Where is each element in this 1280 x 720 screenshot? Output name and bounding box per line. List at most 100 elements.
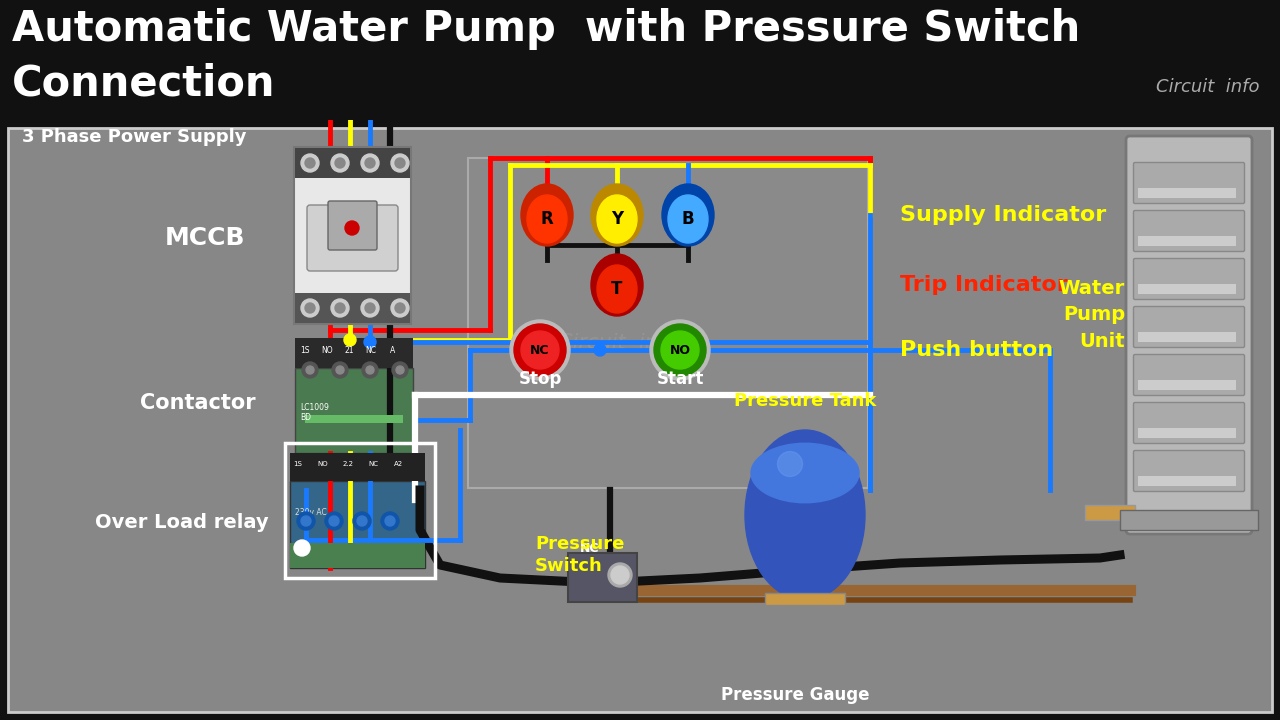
Text: Push button: Push button: [900, 340, 1053, 360]
FancyBboxPatch shape: [468, 158, 868, 488]
Text: Over Load relay: Over Load relay: [95, 513, 269, 533]
Circle shape: [301, 154, 319, 172]
Circle shape: [294, 540, 310, 556]
Text: Stop: Stop: [518, 370, 562, 388]
Circle shape: [396, 303, 404, 313]
FancyBboxPatch shape: [1085, 505, 1135, 520]
FancyBboxPatch shape: [305, 415, 403, 423]
Circle shape: [302, 362, 317, 378]
FancyBboxPatch shape: [291, 543, 425, 568]
Ellipse shape: [751, 444, 859, 503]
FancyBboxPatch shape: [1134, 402, 1244, 444]
Circle shape: [361, 299, 379, 317]
FancyBboxPatch shape: [1134, 307, 1244, 348]
Ellipse shape: [662, 184, 714, 246]
Circle shape: [332, 154, 349, 172]
Circle shape: [364, 336, 376, 348]
Circle shape: [301, 299, 319, 317]
FancyBboxPatch shape: [294, 368, 413, 453]
FancyBboxPatch shape: [307, 205, 398, 271]
Text: T: T: [612, 280, 622, 298]
Circle shape: [335, 158, 346, 168]
Text: Y: Y: [611, 210, 623, 228]
Circle shape: [329, 516, 339, 526]
FancyBboxPatch shape: [765, 593, 845, 605]
FancyBboxPatch shape: [291, 453, 425, 481]
Circle shape: [306, 366, 314, 374]
FancyBboxPatch shape: [1138, 428, 1236, 438]
FancyBboxPatch shape: [1138, 236, 1236, 246]
Circle shape: [660, 331, 699, 369]
Ellipse shape: [596, 265, 637, 313]
Circle shape: [335, 303, 346, 313]
Ellipse shape: [527, 195, 567, 243]
FancyBboxPatch shape: [568, 553, 637, 602]
Circle shape: [362, 362, 378, 378]
FancyBboxPatch shape: [1134, 451, 1244, 492]
FancyBboxPatch shape: [1126, 136, 1252, 534]
Ellipse shape: [591, 184, 643, 246]
Circle shape: [335, 366, 344, 374]
Circle shape: [305, 303, 315, 313]
FancyBboxPatch shape: [1138, 332, 1236, 342]
Text: MCCB: MCCB: [165, 226, 246, 250]
Text: 3 Phase Power Supply: 3 Phase Power Supply: [22, 128, 247, 146]
Circle shape: [381, 512, 399, 530]
FancyBboxPatch shape: [294, 338, 413, 368]
Text: 1S: 1S: [293, 461, 302, 467]
Circle shape: [365, 158, 375, 168]
Circle shape: [396, 366, 404, 374]
Circle shape: [390, 154, 410, 172]
FancyBboxPatch shape: [294, 293, 410, 323]
Text: Automatic Water Pump  with Pressure Switch: Automatic Water Pump with Pressure Switc…: [12, 8, 1080, 50]
Ellipse shape: [521, 184, 573, 246]
Circle shape: [332, 362, 348, 378]
Text: 21: 21: [344, 346, 353, 355]
Circle shape: [594, 344, 605, 356]
Circle shape: [361, 154, 379, 172]
FancyBboxPatch shape: [1138, 476, 1236, 486]
Ellipse shape: [668, 195, 708, 243]
Text: NC: NC: [369, 461, 378, 467]
FancyBboxPatch shape: [1138, 284, 1236, 294]
Text: NC: NC: [366, 346, 376, 355]
Circle shape: [392, 362, 408, 378]
Text: Pressure
Switch: Pressure Switch: [535, 535, 625, 575]
Circle shape: [366, 366, 374, 374]
Ellipse shape: [777, 451, 803, 477]
Circle shape: [332, 299, 349, 317]
Circle shape: [365, 303, 375, 313]
Text: NO: NO: [317, 461, 328, 467]
Ellipse shape: [745, 430, 865, 600]
Circle shape: [611, 566, 628, 584]
Circle shape: [353, 512, 371, 530]
FancyBboxPatch shape: [1134, 163, 1244, 204]
Text: NO: NO: [669, 343, 690, 356]
Text: NO: NO: [321, 346, 333, 355]
Text: Circuit  info: Circuit info: [1157, 78, 1260, 96]
Text: NC: NC: [580, 542, 599, 555]
FancyBboxPatch shape: [1134, 258, 1244, 300]
FancyBboxPatch shape: [1138, 380, 1236, 390]
FancyBboxPatch shape: [0, 0, 1280, 120]
FancyBboxPatch shape: [1134, 354, 1244, 395]
Circle shape: [396, 158, 404, 168]
Circle shape: [305, 158, 315, 168]
Circle shape: [297, 512, 315, 530]
Circle shape: [301, 516, 311, 526]
Circle shape: [650, 320, 710, 380]
Circle shape: [608, 563, 632, 587]
Text: Pressure Gauge: Pressure Gauge: [721, 686, 869, 704]
Circle shape: [357, 516, 367, 526]
Circle shape: [390, 299, 410, 317]
FancyBboxPatch shape: [294, 147, 411, 324]
Text: Water
Pump
Unit: Water Pump Unit: [1059, 279, 1125, 351]
Circle shape: [346, 221, 358, 235]
Text: R: R: [540, 210, 553, 228]
Text: 1S: 1S: [301, 346, 310, 355]
FancyBboxPatch shape: [328, 201, 378, 250]
Circle shape: [509, 320, 570, 380]
Text: Connection: Connection: [12, 62, 275, 104]
Circle shape: [344, 334, 356, 346]
Text: 2.2: 2.2: [343, 461, 353, 467]
